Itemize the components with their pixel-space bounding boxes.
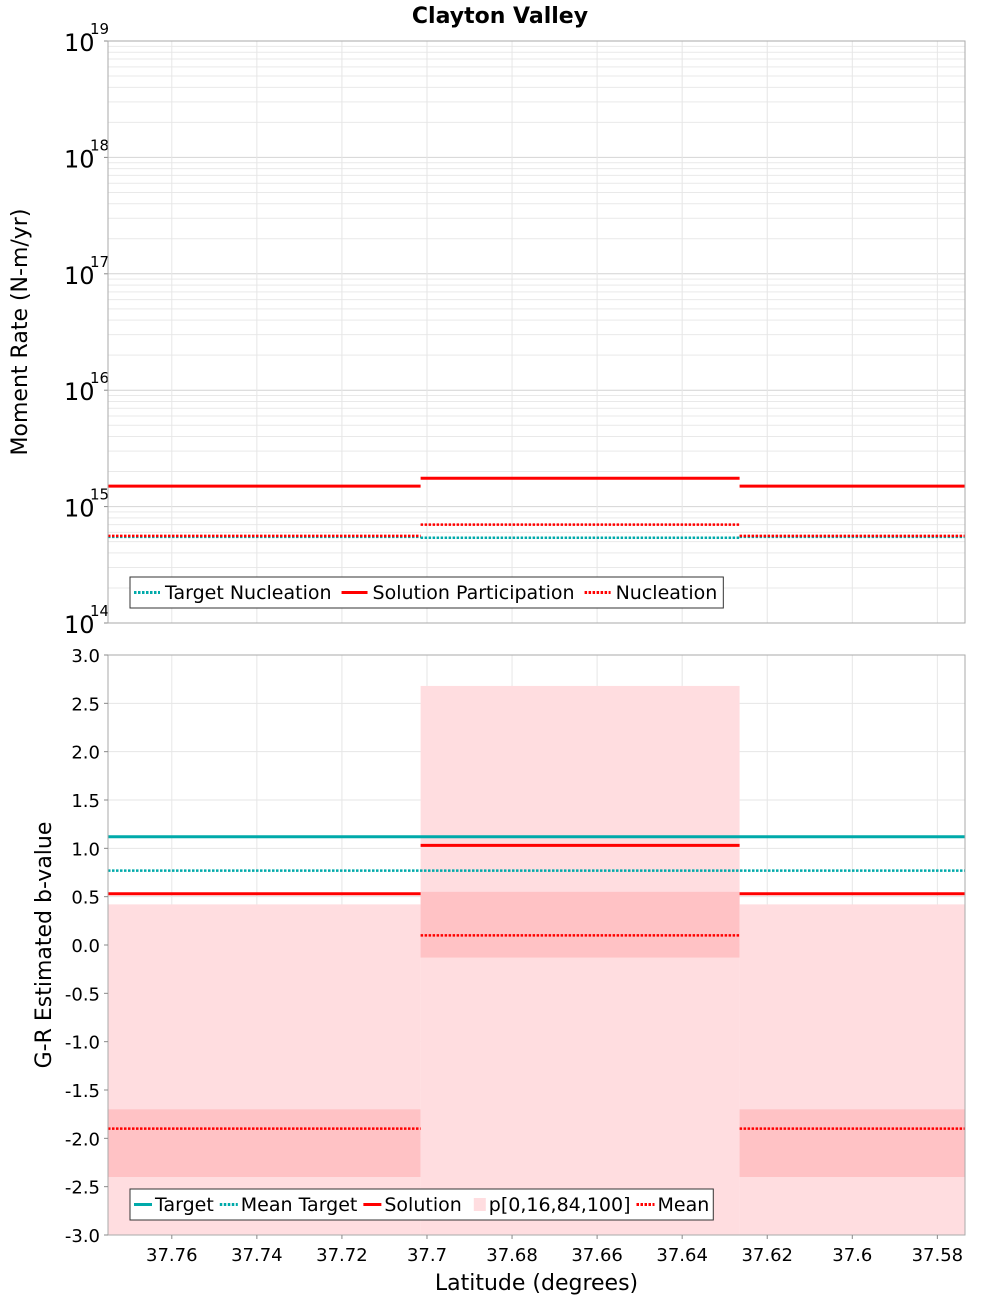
x-tick-label: 37.66 [571,1245,623,1266]
legend-label: Solution Participation [373,582,575,604]
series-mean [108,934,965,1130]
y-tick-label-base: 10 [64,378,95,406]
y-tick-label-base: 10 [64,611,95,639]
y-tick-label: 1.5 [71,791,100,812]
band-inner [739,1109,965,1177]
y-tick-label: 1.0 [71,839,100,860]
legend-label: p[0,16,84,100] [489,1194,631,1216]
legend-box [129,1188,714,1221]
band-outer [420,685,740,1235]
y-tick-label: 0.5 [71,888,100,909]
y-tick-label: 2.0 [71,743,100,764]
y-tick-label: 2.5 [71,694,100,715]
y-tick-label: -1.5 [65,1081,100,1102]
x-tick-label: 37.58 [912,1245,964,1266]
plot-area [108,41,965,623]
y-tick-label: -1.0 [65,1033,100,1054]
legend-label: Solution [384,1194,461,1216]
legend-label: Mean [658,1194,710,1216]
b-value-panel: -3.0 -2.5 -2.0 -1.5 -1.0 -0.5 0.0 0.5 1.0 1.5 2.0 2… [32,646,966,1296]
legend: Target Nucleation Solution Participation N… [129,576,724,609]
y-tick-label-exp: 15 [90,486,109,504]
series-percentile-band [108,685,965,1235]
legend-label: Target [154,1194,214,1216]
x-tick-label: 37.72 [316,1245,368,1266]
band-inner [420,891,740,958]
y-tick-label: 3.0 [71,646,100,667]
x-tick-label: 37.6 [832,1245,872,1266]
series-solution [108,843,965,896]
band-outer [739,904,965,1235]
y-tick-label-base: 10 [64,262,95,290]
y-tick-label: -2.5 [65,1178,100,1199]
legend-label: Mean Target [241,1194,358,1216]
y-tick-label-exp: 14 [90,602,109,620]
legend-label: Nucleation [616,582,718,604]
y-tick-label-base: 10 [64,495,95,523]
y-tick-label: -2.0 [65,1129,100,1150]
legend-box [129,576,724,609]
grid [108,41,965,624]
y-tick-label-exp: 18 [90,136,109,154]
y-axis-label: Moment Rate (N-m/yr) [8,209,33,456]
y-tick-label: -0.5 [65,984,100,1005]
x-tick-label: 37.74 [231,1245,283,1266]
y-tick-label-exp: 17 [90,253,109,271]
y-tick-label: -3.0 [65,1226,100,1247]
x-tick-label: 37.62 [741,1245,793,1266]
legend: Target Mean Target Solution p[0,16,84,100] M… [129,1188,714,1221]
x-tick-label: 37.64 [656,1245,708,1266]
x-tick-label: 37.68 [486,1245,538,1266]
series-solution-participation [108,476,965,488]
chart-title: Clayton Valley [412,4,588,29]
x-axis-label: Latitude (degrees) [435,1271,638,1296]
y-tick-label-base: 10 [64,29,95,57]
y-tick-label-exp: 19 [90,20,109,38]
y-tick-label-base: 10 [64,145,95,173]
x-tick-label: 37.76 [146,1245,198,1266]
legend-label: Target Nucleation [164,582,332,604]
band-outer [108,904,421,1235]
y-tick-label: 0.0 [71,936,100,957]
series-nucleation [108,523,965,538]
x-tick-label: 37.7 [407,1245,447,1266]
y-tick-label-exp: 16 [90,369,109,387]
legend-swatch [473,1198,486,1211]
plot-frame [107,40,966,624]
band-inner [108,1109,421,1177]
y-axis-label: G-R Estimated b-value [32,822,57,1069]
